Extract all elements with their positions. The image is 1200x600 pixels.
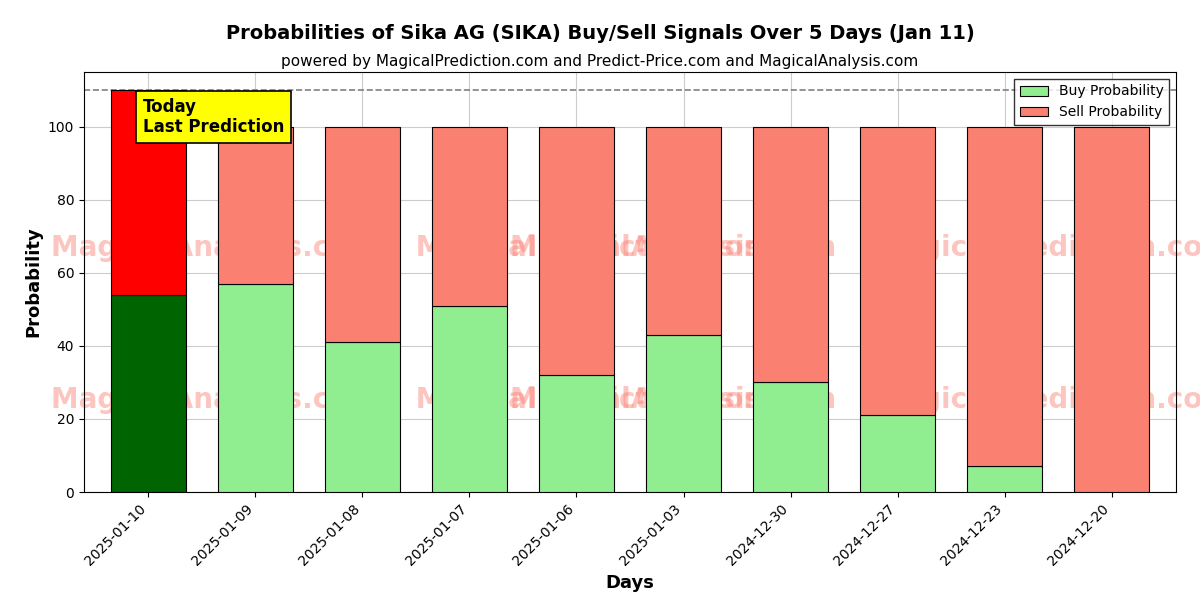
Bar bbox=[1074, 127, 1150, 492]
Text: powered by MagicalPrediction.com and Predict-Price.com and MagicalAnalysis.com: powered by MagicalPrediction.com and Pre… bbox=[281, 54, 919, 69]
Bar bbox=[110, 90, 186, 295]
Text: Probabilities of Sika AG (SIKA) Buy/Sell Signals Over 5 Days (Jan 11): Probabilities of Sika AG (SIKA) Buy/Sell… bbox=[226, 24, 974, 43]
Bar bbox=[218, 284, 293, 492]
Bar bbox=[754, 382, 828, 492]
Bar bbox=[967, 466, 1042, 492]
Bar bbox=[860, 127, 935, 415]
Bar bbox=[325, 342, 400, 492]
Bar bbox=[432, 127, 506, 306]
Text: Today
Last Prediction: Today Last Prediction bbox=[143, 98, 284, 136]
Bar bbox=[539, 127, 614, 375]
Bar bbox=[325, 127, 400, 342]
Y-axis label: Probability: Probability bbox=[24, 227, 42, 337]
Bar bbox=[218, 127, 293, 284]
Bar bbox=[110, 295, 186, 492]
Bar bbox=[539, 375, 614, 492]
Text: MagicalAnalysis.com    MagicalPrediction.com: MagicalAnalysis.com MagicalPrediction.co… bbox=[50, 235, 773, 262]
Text: MagicalAnalysis.com    MagicalPrediction.com: MagicalAnalysis.com MagicalPrediction.co… bbox=[510, 386, 1200, 413]
Bar bbox=[432, 306, 506, 492]
Bar bbox=[967, 127, 1042, 466]
X-axis label: Days: Days bbox=[606, 574, 654, 592]
Bar bbox=[860, 415, 935, 492]
Bar bbox=[754, 127, 828, 382]
Legend: Buy Probability, Sell Probability: Buy Probability, Sell Probability bbox=[1014, 79, 1169, 125]
Bar bbox=[646, 127, 721, 335]
Text: MagicalAnalysis.com    MagicalPrediction.com: MagicalAnalysis.com MagicalPrediction.co… bbox=[50, 386, 773, 413]
Text: MagicalAnalysis.com    MagicalPrediction.com: MagicalAnalysis.com MagicalPrediction.co… bbox=[510, 235, 1200, 262]
Bar bbox=[646, 335, 721, 492]
